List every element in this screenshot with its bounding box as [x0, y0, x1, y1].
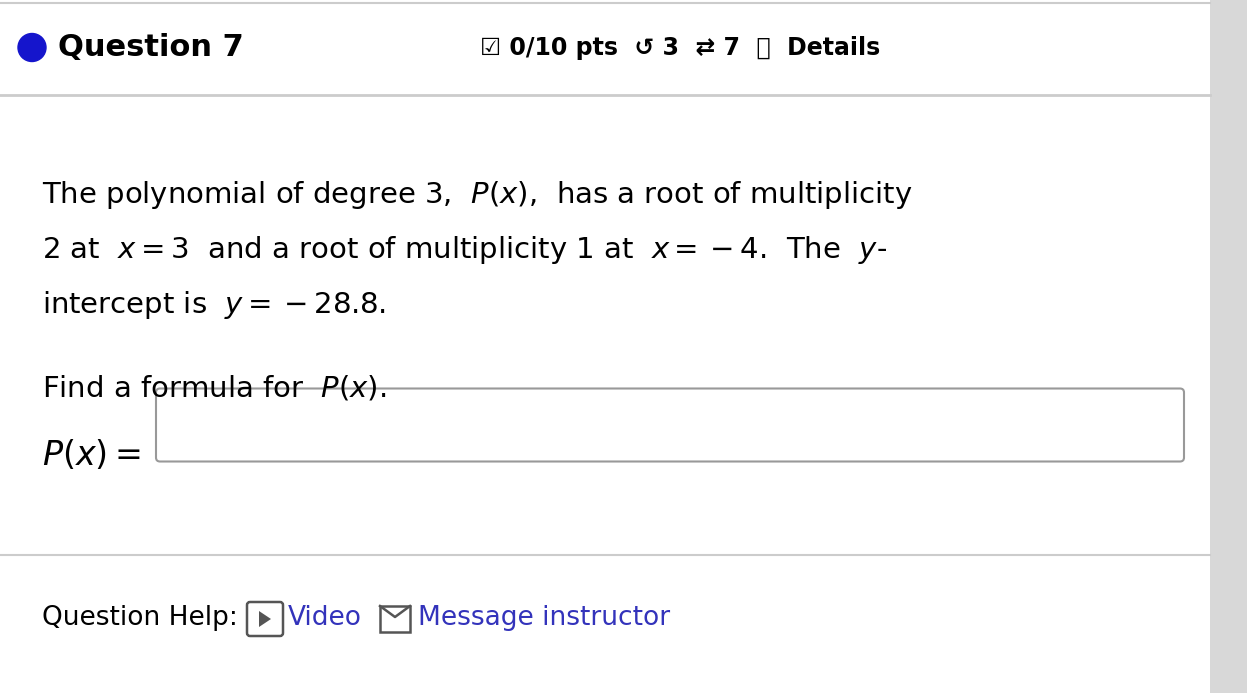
Text: intercept is  $y = -28.8$.: intercept is $y = -28.8$. — [42, 289, 385, 321]
Text: 2 at  $x = 3$  and a root of multiplicity 1 at  $x = -4$.  The  $y$-: 2 at $x = 3$ and a root of multiplicity … — [42, 234, 887, 266]
FancyBboxPatch shape — [156, 389, 1183, 462]
Polygon shape — [259, 611, 271, 627]
Circle shape — [17, 33, 46, 62]
Text: Question 7: Question 7 — [59, 33, 243, 62]
Bar — [1210, 0, 1247, 693]
Text: $P(x) =$: $P(x) =$ — [42, 438, 141, 472]
Text: Message instructor: Message instructor — [418, 605, 670, 631]
Text: The polynomial of degree 3,  $P(x)$,  has a root of multiplicity: The polynomial of degree 3, $P(x)$, has … — [42, 179, 913, 211]
FancyBboxPatch shape — [247, 602, 283, 636]
Text: Video: Video — [288, 605, 362, 631]
Text: Find a formula for  $P(x)$.: Find a formula for $P(x)$. — [42, 374, 387, 403]
Text: ☑ 0/10 pts  ↺ 3  ⇄ 7  ⓘ  Details: ☑ 0/10 pts ↺ 3 ⇄ 7 ⓘ Details — [480, 35, 880, 60]
Bar — [380, 606, 410, 632]
Text: Question Help:: Question Help: — [42, 605, 238, 631]
